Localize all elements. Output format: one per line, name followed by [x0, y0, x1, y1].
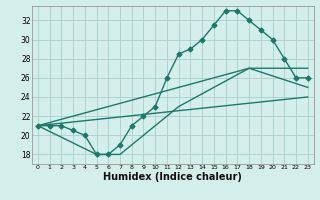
X-axis label: Humidex (Indice chaleur): Humidex (Indice chaleur)	[103, 172, 242, 182]
